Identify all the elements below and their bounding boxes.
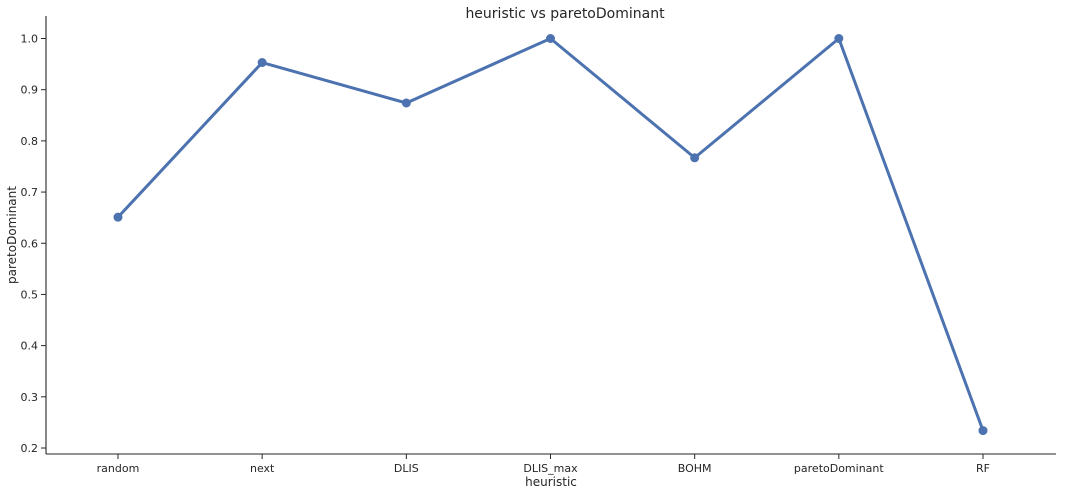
x-tick-label: random bbox=[97, 462, 140, 475]
x-tick-label: paretoDominant bbox=[794, 462, 884, 475]
series-line bbox=[116, 37, 985, 432]
y-tick-label: 0.6 bbox=[21, 237, 39, 250]
x-tick-label: next bbox=[250, 462, 275, 475]
x-ticks: random next DLIS DLIS_max BOHM paretoDominant… bbox=[97, 454, 990, 475]
x-tick-label: BOHM bbox=[678, 462, 712, 475]
x-tick-label: DLIS bbox=[394, 462, 419, 475]
data-point bbox=[978, 426, 988, 436]
plot-area: 0.2 0.3 0.4 0.5 0.6 0.7 0.8 0.9 1.0 random next DL… bbox=[21, 16, 1056, 475]
y-tick-label: 0.7 bbox=[21, 186, 39, 199]
data-point bbox=[401, 98, 411, 108]
x-tick-label: RF bbox=[976, 462, 990, 475]
data-point bbox=[257, 58, 267, 68]
x-tick-label: DLIS_max bbox=[523, 462, 578, 475]
series-layer bbox=[113, 34, 988, 436]
chart-title: heuristic vs paretoDominant bbox=[465, 6, 665, 22]
y-tick-label: 0.4 bbox=[21, 340, 39, 353]
y-axis-label: paretoDominant bbox=[5, 186, 19, 284]
data-point bbox=[834, 34, 844, 43]
data-point bbox=[113, 212, 123, 222]
x-axis-label: heuristic bbox=[525, 475, 577, 489]
y-tick-label: 0.9 bbox=[21, 84, 39, 97]
y-tick-label: 0.8 bbox=[21, 135, 39, 148]
data-point bbox=[690, 153, 700, 163]
y-tick-label: 1.0 bbox=[21, 33, 39, 46]
data-point bbox=[546, 34, 555, 43]
y-tick-label: 0.2 bbox=[21, 442, 39, 455]
y-tick-label: 0.3 bbox=[21, 391, 39, 404]
y-ticks: 0.2 0.3 0.4 0.5 0.6 0.7 0.8 0.9 1.0 bbox=[21, 33, 46, 455]
y-tick-label: 0.5 bbox=[21, 288, 39, 301]
